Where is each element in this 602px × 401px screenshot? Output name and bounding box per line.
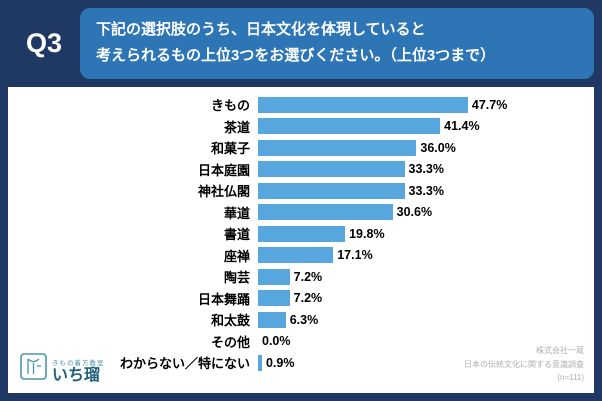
- kimono-stamp-icon: [20, 353, 47, 385]
- bar-chart: きもの 47.7% 茶道 41.4% 和菓子 36.0% 日本庭園 33.3% 神社仏閣 33.3…: [8, 96, 586, 371]
- bar: [258, 247, 334, 263]
- bar-area: 19.8%: [258, 225, 586, 242]
- bar-area: 33.3%: [258, 161, 586, 177]
- value-label: 41.4%: [444, 119, 480, 133]
- bar: [258, 139, 417, 156]
- bar-row: 書道 19.8%: [8, 225, 586, 242]
- bar: [258, 96, 468, 113]
- value-label: 17.1%: [337, 248, 373, 262]
- bar-row: きもの 47.7%: [8, 96, 586, 113]
- category-label: 書道: [223, 227, 250, 242]
- category-label: 座禅: [223, 248, 250, 264]
- logo: きもの着方教室 いち瑠: [20, 353, 105, 385]
- bar: [258, 290, 290, 306]
- bar: [258, 118, 441, 134]
- value-label: 36.0%: [420, 140, 456, 155]
- bar: [258, 204, 393, 220]
- value-label: 33.3%: [408, 183, 444, 198]
- source-survey: 日本の伝統文化に関する意識調査: [464, 359, 584, 369]
- bar-area: 7.2%: [258, 290, 586, 306]
- chart-panel: きもの 47.7% 茶道 41.4% 和菓子 36.0% 日本庭園 33.3% 神社仏閣 33.3…: [8, 86, 594, 393]
- question-title-box: 下記の選択肢のうち、日本文化を体現していると 考えられるもの上位3つをお選びくだ…: [80, 8, 594, 79]
- bar: [258, 354, 262, 371]
- category-label: きもの: [210, 98, 250, 113]
- bar: [258, 225, 346, 242]
- bar-row: 茶道 41.4%: [8, 118, 586, 135]
- bar-area: 36.0%: [258, 139, 586, 156]
- category-label: 茶道: [223, 119, 250, 135]
- bar-area: 47.7%: [258, 96, 586, 113]
- bar-row: わからない／特にない 0.9%: [8, 354, 586, 371]
- bar: [258, 268, 290, 285]
- bar-area: 17.1%: [258, 247, 586, 263]
- category-label: その他: [210, 334, 250, 350]
- logo-name: いち瑠: [52, 367, 101, 385]
- bar-area: 0.9%: [258, 354, 586, 371]
- logo-tagline: きもの着方教室: [52, 360, 105, 368]
- bar-area: 6.3%: [258, 311, 586, 328]
- category-label: 陶芸: [223, 270, 250, 285]
- category-label: 日本舞踊: [197, 291, 250, 307]
- bar-row: 日本舞踊 7.2%: [8, 290, 586, 307]
- category-label: 華道: [223, 205, 250, 221]
- category-label: わからない／特にない: [119, 356, 250, 371]
- bar-row: 華道 30.6%: [8, 204, 586, 221]
- bar: [258, 311, 286, 328]
- logo-text: きもの着方教室 いち瑠: [52, 357, 105, 385]
- value-label: 0.0%: [262, 334, 291, 348]
- bar: [258, 182, 405, 199]
- category-label: 神社仏閣: [197, 184, 250, 199]
- category-label: 和菓子: [210, 141, 250, 156]
- question-title-line-1: 下記の選択肢のうち、日本文化を体現していると: [96, 21, 426, 38]
- value-label: 19.8%: [349, 226, 385, 241]
- category-label: 和太鼓: [210, 313, 250, 328]
- value-label: 7.2%: [293, 269, 323, 284]
- bar-row: 陶芸 7.2%: [8, 268, 586, 285]
- question-title-line-2: 考えられるもの上位3つをお選びください。（上位3つまで）: [96, 47, 496, 65]
- category-label: 日本庭園: [197, 162, 250, 178]
- source-company: 株式会社一蔵: [536, 346, 584, 356]
- bar-row: 和太鼓 6.3%: [8, 311, 586, 328]
- header: Q3 下記の選択肢のうち、日本文化を体現していると 考えられるもの上位3つをお選…: [8, 8, 594, 79]
- value-label: 30.6%: [396, 205, 433, 219]
- bar-area: 7.2%: [258, 268, 586, 285]
- source-note: 株式会社一蔵 日本の伝統文化に関する意識調査 (n=111): [464, 344, 584, 385]
- bar-row: 神社仏閣 33.3%: [8, 182, 586, 199]
- value-label: 6.3%: [289, 312, 319, 327]
- value-label: 47.7%: [471, 97, 508, 112]
- bar-area: 33.3%: [258, 182, 586, 199]
- bar: [258, 161, 405, 177]
- bar-row: 座禅 17.1%: [8, 247, 586, 264]
- bar-area: 0.0%: [258, 333, 586, 349]
- bar-area: 41.4%: [258, 118, 586, 134]
- question-number: Q3: [25, 27, 63, 58]
- value-label: 7.2%: [293, 291, 323, 305]
- value-label: 33.3%: [408, 162, 444, 176]
- bar-row: 和菓子 36.0%: [8, 139, 586, 156]
- source-sample-size: (n=111): [557, 373, 584, 383]
- bar-row: その他 0.0%: [8, 333, 586, 350]
- bar-area: 30.6%: [258, 204, 586, 220]
- bar-row: 日本庭園 33.3%: [8, 161, 586, 178]
- value-label: 0.9%: [265, 355, 295, 370]
